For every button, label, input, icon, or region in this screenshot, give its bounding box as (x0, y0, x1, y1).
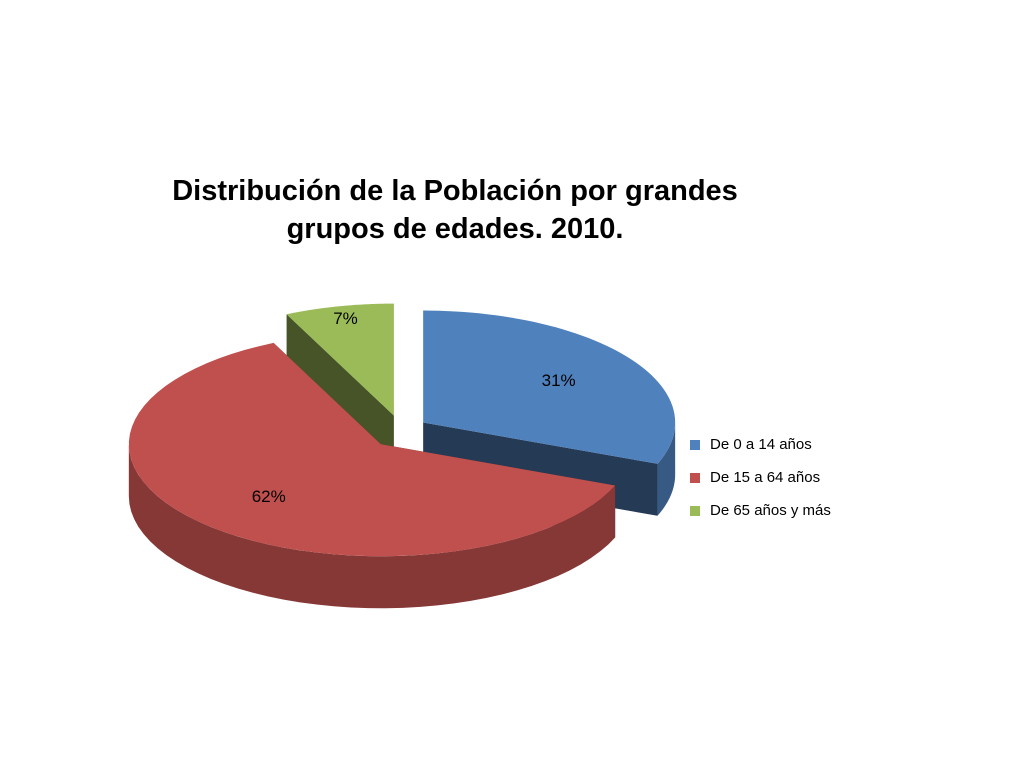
pie-slice (128, 342, 616, 557)
data-label: 62% (252, 487, 286, 506)
data-label: 7% (333, 309, 358, 328)
legend-label: De 0 a 14 años (710, 436, 812, 453)
legend-swatch (690, 440, 700, 450)
legend-label: De 65 años y más (710, 502, 831, 519)
slice-wall (128, 444, 616, 609)
slice-wall (657, 422, 676, 516)
data-label: 31% (542, 371, 576, 390)
pie-slice (286, 303, 394, 416)
legend-swatch (690, 473, 700, 483)
legend-swatch (690, 506, 700, 516)
legend-label: De 15 a 64 años (710, 469, 820, 486)
slice-group (128, 342, 616, 609)
slice-group (286, 303, 394, 468)
slice-side (286, 314, 394, 468)
chart-title: Distribución de la Población por grandes… (172, 175, 738, 245)
pie-slice (423, 310, 676, 464)
